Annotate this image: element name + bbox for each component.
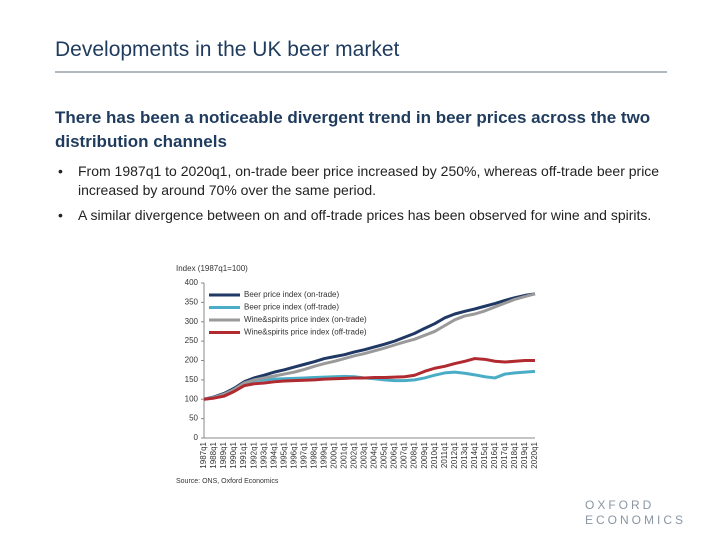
x-tick-label: 2017q1	[500, 441, 509, 468]
x-tick-label: 2001q1	[340, 441, 349, 468]
bullet: • From 1987q1 to 2020q1, on-trade beer pr…	[58, 162, 668, 200]
logo-line: ECONOMICS	[585, 513, 687, 527]
bullet-dot: •	[58, 163, 63, 179]
legend-label: Beer price index (on-trade)	[244, 290, 339, 299]
slide-title: Developments in the UK beer market	[55, 38, 400, 61]
x-tick-label: 2011q1	[440, 441, 449, 468]
y-tick-label: 350	[185, 297, 199, 306]
x-tick-label: 2019q1	[520, 441, 529, 468]
series-line	[203, 357, 535, 401]
bullet-dot: •	[58, 207, 63, 223]
x-tick-label: 2020q1	[530, 441, 539, 468]
x-tick-label: 1997q1	[299, 441, 308, 468]
x-tick-label: 2004q1	[370, 441, 379, 468]
y-tick-label: 250	[185, 336, 199, 345]
x-tick-label: 2014q1	[470, 441, 479, 468]
x-tick-label: 2013q1	[460, 441, 469, 468]
x-tick-label: 2015q1	[480, 441, 489, 468]
x-tick-label: 1990q1	[229, 441, 238, 468]
x-tick-label: 1994q1	[269, 441, 278, 468]
y-tick-label: 0	[194, 433, 199, 442]
x-tick-label: 2010q1	[430, 441, 439, 468]
x-tick-label: 2012q1	[450, 441, 459, 468]
legend-label: Wine&spirits price index (off-trade)	[244, 328, 367, 337]
title-rule	[55, 71, 667, 73]
logo-line: OXFORD	[585, 498, 655, 512]
x-tick-label: 1998q1	[309, 441, 318, 468]
x-tick-label: 2009q1	[420, 441, 429, 468]
y-tick-label: 400	[185, 278, 199, 287]
x-tick-label: 2018q1	[510, 441, 519, 468]
x-tick-label: 2007q1	[400, 441, 409, 468]
x-tick-label: 2008q1	[410, 441, 419, 468]
x-tick-label: 1996q1	[289, 441, 298, 468]
bullet: • A similar divergence between on and off…	[58, 206, 668, 225]
x-tick-label: 1987q1	[199, 441, 208, 468]
series-line	[203, 292, 536, 401]
y-tick-label: 50	[189, 414, 198, 423]
x-tick-label: 2006q1	[390, 441, 399, 468]
x-tick-label: 2016q1	[490, 441, 499, 468]
y-axis-label: Index (1987q1=100)	[176, 264, 248, 273]
series-line	[203, 292, 536, 401]
x-tick-label: 1999q1	[319, 441, 328, 468]
x-tick-label: 2005q1	[380, 441, 389, 468]
subtitle: There has been a noticeable divergent tr…	[55, 108, 651, 151]
x-tick-label: 1988q1	[209, 441, 218, 468]
y-tick-label: 100	[185, 394, 199, 403]
y-tick-label: 150	[185, 375, 199, 384]
legend-label: Beer price index (off-trade)	[244, 303, 339, 312]
legend-label: Wine&spirits price index (on-trade)	[244, 315, 367, 324]
x-tick-label: 2002q1	[350, 441, 359, 468]
x-tick-label: 1995q1	[279, 441, 288, 468]
x-tick-label: 1993q1	[259, 441, 268, 468]
x-tick-label: 1991q1	[239, 441, 248, 468]
y-tick-label: 200	[185, 356, 199, 365]
y-tick-label: 300	[185, 317, 199, 326]
x-tick-label: 2000q1	[330, 441, 339, 468]
logo: OXFORD ECONOMICS	[585, 498, 686, 528]
x-tick-label: 1989q1	[219, 441, 228, 468]
x-tick-label: 1992q1	[249, 441, 258, 468]
source: Source: ONS, Oxford Economics	[176, 478, 279, 485]
bullet-text: From 1987q1 to 2020q1, on-trade beer pri…	[78, 163, 660, 198]
x-tick-label: 2003q1	[360, 441, 369, 468]
bullet-text: A similar divergence between on and off-…	[78, 207, 652, 223]
